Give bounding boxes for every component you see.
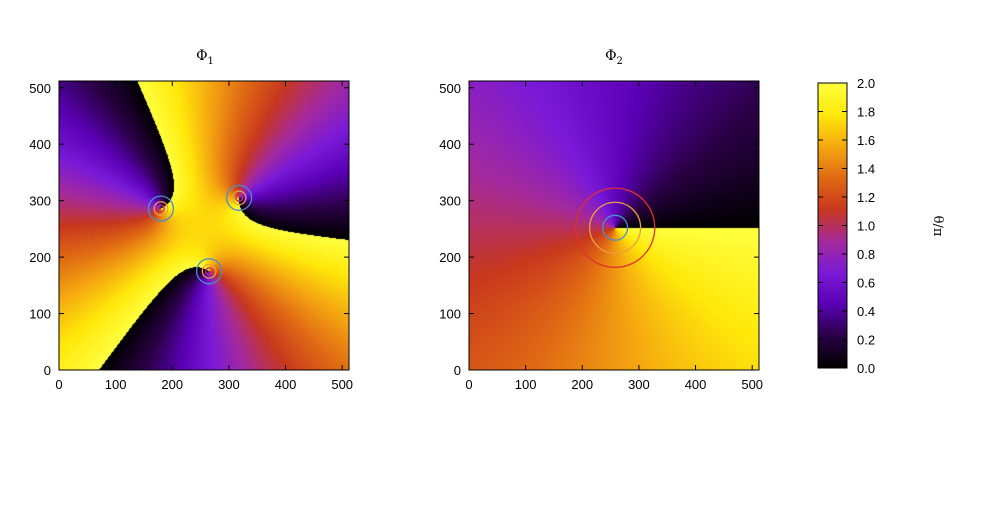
colorbar-tick-label: 1.4 — [857, 162, 875, 177]
colorbar-tick-label: 1.6 — [857, 133, 875, 148]
contour-line-2-1 — [226, 184, 253, 211]
panel-phi1-frame — [58, 80, 350, 371]
contour-line-1-1 — [147, 195, 175, 222]
panel-phi1-xaxis: 0 100 200 300 400 500 — [55, 81, 353, 392]
colorbar-tick-label: 0.0 — [857, 361, 875, 376]
panel-phi1-title: Φ1 — [196, 48, 214, 67]
colorbar-tick-label: 1.0 — [857, 219, 875, 234]
contour-line-1-2 — [588, 201, 642, 254]
y-tick-label: 100 — [29, 307, 51, 322]
colorbar-tick-label: 0.6 — [857, 276, 875, 291]
contour-line-3-2 — [201, 263, 217, 279]
colorbar-tick-label: 1.8 — [857, 105, 875, 120]
y-tick-label: 400 — [439, 137, 461, 152]
contour-line-2-3 — [235, 193, 244, 202]
contour-line-3-1 — [195, 258, 223, 285]
x-tick-label: 100 — [515, 377, 537, 392]
y-tick-label: 300 — [29, 194, 51, 209]
x-tick-label: 300 — [218, 377, 240, 392]
colorbar-tick-label: 0.4 — [857, 304, 875, 319]
y-tick-label: 500 — [439, 81, 461, 96]
x-tick-label: 200 — [161, 377, 183, 392]
x-tick-label: 0 — [465, 377, 472, 392]
contour-line-2-2 — [231, 190, 247, 206]
panel-phi2-yaxis: 0 100 200 300 400 500 — [439, 81, 759, 378]
colorbar-tick-label: 1.2 — [857, 190, 875, 205]
panel-phi2-heatmap — [469, 81, 759, 370]
colorbar-label: θ/π — [930, 216, 945, 237]
panel-phi2-contours — [574, 187, 656, 269]
colorbar-tick-label: 2.0 — [857, 76, 875, 91]
x-tick-label: 500 — [741, 377, 763, 392]
contour-line-3-3 — [205, 267, 214, 276]
panel-phi2-xaxis: 0 100 200 300 400 500 — [465, 81, 763, 392]
contour-line-1-3 — [602, 214, 629, 241]
panel-phi2: Φ2 0 100 200 300 400 500 0 100 200 300 400 500 — [439, 48, 763, 392]
x-tick-label: 400 — [275, 377, 297, 392]
x-tick-label: 200 — [571, 377, 593, 392]
contour-line-1-2 — [153, 201, 169, 217]
panel-phi2-frame — [468, 80, 760, 371]
y-tick-label: 0 — [44, 363, 51, 378]
panel-phi2-title: Φ2 — [605, 48, 623, 67]
y-tick-label: 200 — [29, 250, 51, 265]
y-tick-label: 200 — [439, 250, 461, 265]
contour-line-1-1 — [574, 187, 656, 269]
colorbar-tick-label: 0.2 — [857, 333, 875, 348]
colorbar-tick-label: 0.8 — [857, 247, 875, 262]
x-tick-label: 500 — [331, 377, 353, 392]
x-tick-label: 0 — [55, 377, 62, 392]
panel-phi1-heatmap — [59, 81, 349, 370]
y-tick-label: 300 — [439, 194, 461, 209]
x-tick-label: 400 — [685, 377, 707, 392]
colorbar-ticks: 0.0 0.2 0.4 0.6 0.8 1.0 1.2 1.4 1.6 1.8 2.0 — [818, 76, 875, 376]
y-tick-label: 500 — [29, 81, 51, 96]
x-tick-label: 100 — [105, 377, 127, 392]
colorbar: 0.0 0.2 0.4 0.6 0.8 1.0 1.2 1.4 1.6 1.8 2.0 θ/π — [817, 76, 945, 376]
panel-phi1: Φ1 0 100 200 300 400 500 0 100 200 300 400 500 — [29, 48, 353, 392]
y-tick-label: 400 — [29, 137, 51, 152]
panel-phi1-yaxis: 0 100 200 300 400 500 — [29, 81, 349, 378]
panel-phi1-contours — [147, 184, 253, 285]
contour-line-1-3 — [156, 204, 166, 213]
y-tick-label: 0 — [454, 363, 461, 378]
y-tick-label: 100 — [439, 307, 461, 322]
x-tick-label: 300 — [628, 377, 650, 392]
